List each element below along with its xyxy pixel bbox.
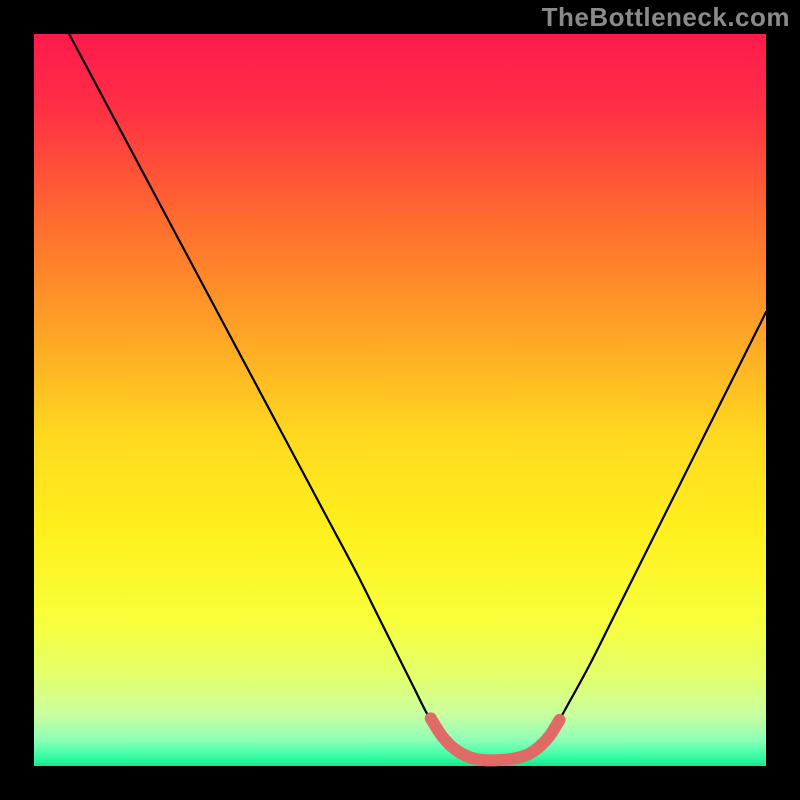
plot-background bbox=[34, 34, 766, 766]
chart-canvas: TheBottleneck.com bbox=[0, 0, 800, 800]
bottleneck-chart bbox=[0, 0, 800, 800]
